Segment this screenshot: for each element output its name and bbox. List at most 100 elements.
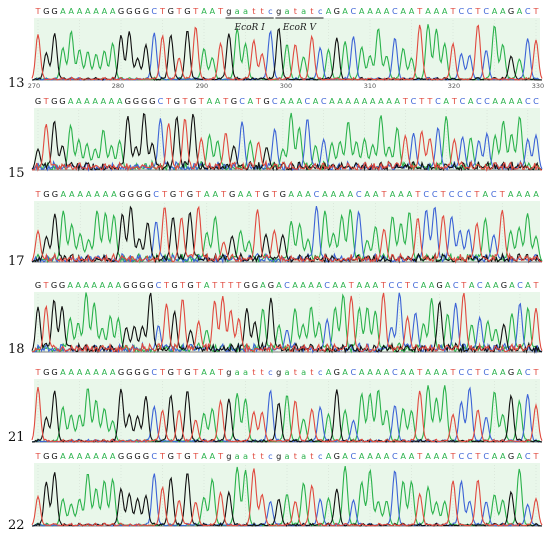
base-call-letter: A <box>326 451 332 461</box>
trace-background <box>34 292 540 352</box>
base-call-letter: A <box>492 6 498 16</box>
base-call-letter: C <box>351 6 357 16</box>
sample-label-18: 18 <box>8 342 25 357</box>
base-call-letter: T <box>217 451 224 461</box>
base-call-letter: T <box>192 367 199 377</box>
base-call-letter: C <box>151 6 157 16</box>
trace-G-channel <box>31 112 543 172</box>
base-call-letter: A <box>204 280 210 290</box>
base-call-letter: A <box>60 451 66 461</box>
base-call-letter: A <box>384 367 390 377</box>
base-call-letter: a <box>243 451 248 461</box>
trace-T-channel <box>31 387 543 443</box>
restriction-site-label: EcoR I <box>234 23 266 33</box>
base-call-letter: G <box>244 280 250 290</box>
base-call-letter: A <box>407 189 413 199</box>
base-call-letter: T <box>34 367 41 377</box>
base-call-letter: a <box>235 6 240 16</box>
base-call-letter: t <box>310 367 314 377</box>
trace-background <box>34 108 540 170</box>
base-call-letter: T <box>402 96 409 106</box>
base-call-letter: G <box>170 189 176 199</box>
base-call-letter: A <box>326 367 332 377</box>
base-call-letter: G <box>59 280 65 290</box>
base-call-letter: T <box>473 189 480 199</box>
sample-label-21: 21 <box>8 430 25 445</box>
trace-A-channel <box>31 112 543 172</box>
base-call-letter: t <box>260 451 264 461</box>
base-call-letter: A <box>68 451 74 461</box>
base-call-letter: G <box>171 280 177 290</box>
trace-T-channel <box>31 468 543 527</box>
base-call-letter: G <box>126 6 132 16</box>
base-call-letter: C <box>491 189 497 199</box>
base-call-letter: T <box>227 280 234 290</box>
base-call-letter: T <box>195 189 202 199</box>
trace-G-channel <box>32 27 542 81</box>
base-call-letter: G <box>136 189 142 199</box>
base-call-letter: A <box>85 451 91 461</box>
base-call-letter: A <box>103 189 109 199</box>
base-call-letter: G <box>184 367 190 377</box>
base-call-letter: G <box>168 367 174 377</box>
base-call-letter: t <box>294 6 298 16</box>
base-call-letter: C <box>435 96 441 106</box>
base-call-letter: t <box>252 367 256 377</box>
base-call-letter: C <box>324 280 330 290</box>
base-call-letter: C <box>392 451 398 461</box>
ruler-tick-label: 290 <box>196 82 208 90</box>
base-call-letter: T <box>219 280 226 290</box>
base-call-letter: t <box>252 6 256 16</box>
base-call-letter: C <box>483 6 489 16</box>
base-call-letter: t <box>294 451 298 461</box>
base-call-letter: C <box>525 6 531 16</box>
base-call-letter: A <box>332 280 338 290</box>
base-call-letter: T <box>254 189 261 199</box>
base-call-letter: C <box>484 96 490 106</box>
base-call-letter: c <box>318 367 323 377</box>
base-call-letter: T <box>178 189 185 199</box>
base-call-letter: G <box>134 451 140 461</box>
base-call-letter: c <box>268 6 273 16</box>
base-call-letter: A <box>345 96 351 106</box>
base-call-letter: C <box>411 96 417 106</box>
base-call-letter: A <box>288 96 294 106</box>
base-call-letter: A <box>384 451 390 461</box>
base-call-letter: G <box>184 451 190 461</box>
base-call-letter: G <box>118 367 124 377</box>
base-call-letter: G <box>43 189 49 199</box>
base-call-letter: A <box>93 451 99 461</box>
base-call-letter: A <box>509 96 515 106</box>
base-call-letter: G <box>141 96 147 106</box>
base-call-letter: T <box>532 6 539 16</box>
base-call-letter: G <box>43 367 49 377</box>
base-call-letter: A <box>280 96 286 106</box>
base-call-letter: A <box>434 451 440 461</box>
base-call-letter: A <box>398 189 404 199</box>
base-call-letter: A <box>500 6 506 16</box>
base-call-letter: A <box>246 189 252 199</box>
base-call-letter: G <box>51 6 57 16</box>
base-call-letter: C <box>458 6 464 16</box>
base-call-letter: A <box>492 451 498 461</box>
base-call-letter: A <box>445 280 451 290</box>
base-call-letter: C <box>272 96 278 106</box>
base-call-letter: A <box>292 280 298 290</box>
base-call-letter: A <box>212 189 218 199</box>
base-call-letter: G <box>51 280 57 290</box>
base-call-letter: T <box>474 6 481 16</box>
base-call-letter: A <box>517 96 523 106</box>
base-call-letter: C <box>460 96 466 106</box>
base-call-letter: G <box>35 280 41 290</box>
base-call-letter: C <box>351 451 357 461</box>
base-call-letter: T <box>451 96 458 106</box>
base-call-letter: c <box>268 367 273 377</box>
base-call-letter: C <box>466 189 472 199</box>
base-call-letter: a <box>284 6 289 16</box>
base-call-letter: A <box>517 367 523 377</box>
base-call-letter: T <box>449 451 456 461</box>
